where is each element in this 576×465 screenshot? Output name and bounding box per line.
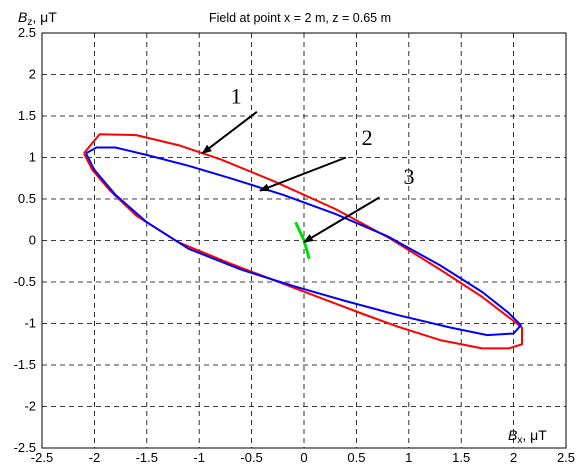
x-tick-label: 2 bbox=[510, 450, 517, 465]
annotation-arrow-1 bbox=[201, 111, 258, 155]
plot-frame bbox=[41, 32, 567, 449]
y-tick-label: -0.5 bbox=[14, 274, 36, 289]
y-tick-label: 2.5 bbox=[18, 25, 36, 40]
y-tick-label: 1 bbox=[29, 150, 36, 165]
y-tick-label: -1.5 bbox=[14, 357, 36, 372]
x-tick-label: 0.5 bbox=[347, 450, 365, 465]
x-tick-label: 1 bbox=[405, 450, 412, 465]
y-tick-label: 0.5 bbox=[18, 191, 36, 206]
chart-title: Field at point x = 2 m, z = 0.65 m bbox=[209, 11, 391, 25]
x-axis-label: Bx, μT bbox=[508, 427, 547, 446]
y-tick-label: -2 bbox=[24, 399, 36, 414]
y-tick-label: -1 bbox=[24, 316, 36, 331]
x-tick-label: 2.5 bbox=[557, 450, 575, 465]
tick-labels: -2.5 -2 -1.5 -1 -0.5 0 0.5 1 1.5 2 2.5 -2.5 -2 -1.5 -1… bbox=[14, 25, 575, 465]
y-axis-label: Bz, μT bbox=[18, 9, 57, 28]
y-tick-label: 0 bbox=[29, 233, 36, 248]
x-tick-label: -2 bbox=[89, 450, 101, 465]
x-tick-label: 0 bbox=[300, 450, 307, 465]
series-2-line bbox=[85, 146, 522, 337]
annotation-arrow-3 bbox=[303, 196, 380, 244]
x-tick-label: -2.5 bbox=[31, 450, 53, 465]
x-tick-label: -0.5 bbox=[240, 450, 262, 465]
annotation-label-3: 3 bbox=[404, 164, 415, 189]
y-tick-label: 2 bbox=[29, 67, 36, 82]
series-1-line bbox=[83, 133, 523, 350]
annotation-label-1: 1 bbox=[231, 84, 242, 109]
y-tick-label: 1.5 bbox=[18, 108, 36, 123]
annotation-label-2: 2 bbox=[362, 125, 373, 150]
x-tick-label: -1.5 bbox=[136, 450, 158, 465]
y-tick-label: -2.5 bbox=[14, 440, 36, 455]
x-tick-label: -1 bbox=[193, 450, 205, 465]
annotation-arrow-2 bbox=[259, 156, 347, 192]
annotations: 1 2 3 bbox=[201, 84, 415, 244]
series-group bbox=[83, 133, 523, 350]
x-tick-label: 1.5 bbox=[452, 450, 470, 465]
